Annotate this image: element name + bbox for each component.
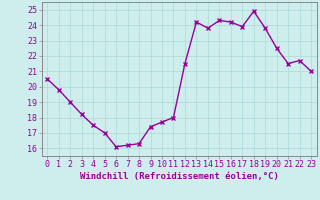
X-axis label: Windchill (Refroidissement éolien,°C): Windchill (Refroidissement éolien,°C) (80, 172, 279, 181)
